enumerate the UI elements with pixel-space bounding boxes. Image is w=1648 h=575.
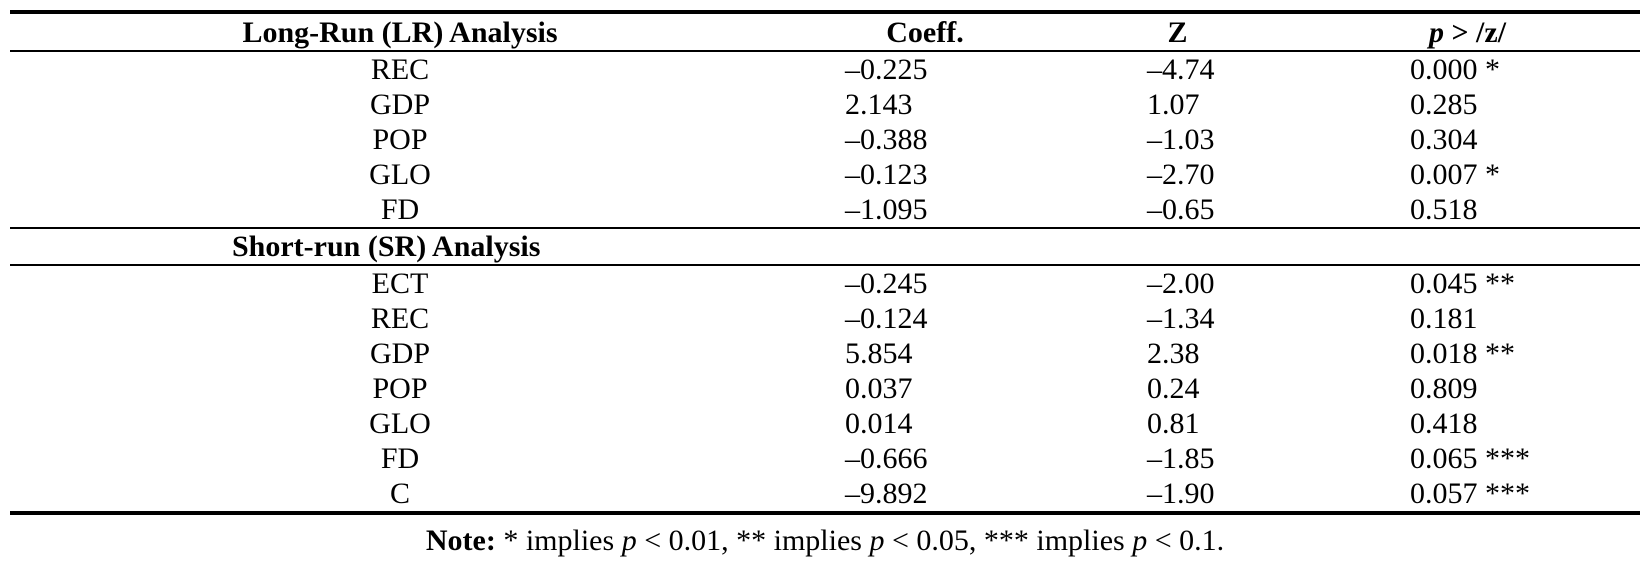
z-cell: –1.34 xyxy=(1147,302,1215,335)
table-row: GLO –0.123 –2.70 0.007 * xyxy=(10,157,1640,192)
p-value-cell: 0.045 ** xyxy=(1410,267,1515,300)
z-cell: 0.81 xyxy=(1147,407,1200,440)
variable-cell: REC xyxy=(370,53,430,86)
note-p-1: p xyxy=(621,524,637,557)
short-run-body: ECT –0.245 –2.00 0.045 ** REC –0.124 –1.34 0.18… xyxy=(10,265,1640,515)
variable-cell: FD xyxy=(380,442,420,475)
variable-cell: GDP xyxy=(369,88,430,121)
p-value-cell: 0.007 * xyxy=(1410,158,1500,191)
coeff-cell: –0.388 xyxy=(845,123,928,156)
table-row: POP –0.388 –1.03 0.304 xyxy=(10,122,1640,157)
coeff-cell: –1.095 xyxy=(845,193,928,226)
variable-cell: GLO xyxy=(369,407,431,440)
table-row: GDP 5.854 2.38 0.018 ** xyxy=(10,336,1640,371)
table-row: FD –0.666 –1.85 0.065 *** xyxy=(10,441,1640,476)
variable-cell: GDP xyxy=(369,337,430,370)
header-z: Z xyxy=(1060,10,1295,52)
p-value-cell: 0.018 ** xyxy=(1410,337,1515,370)
header-row: Long-Run (LR) Analysis Coeff. Z p > /z/ xyxy=(10,10,1640,52)
z-cell: –2.00 xyxy=(1147,267,1215,300)
p-value-cell: 0.518 xyxy=(1410,193,1478,226)
short-run-header-body: Short-run (SR) Analysis xyxy=(10,227,1640,266)
coeff-cell: –0.666 xyxy=(845,442,928,475)
note-p-2: p xyxy=(869,524,885,557)
p-value-cell: 0.285 xyxy=(1410,88,1478,121)
coeff-cell: –9.892 xyxy=(790,476,1060,515)
coeff-cell: –0.225 xyxy=(845,53,928,86)
table-row: GDP 2.143 1.07 0.285 xyxy=(10,87,1640,122)
short-run-section-row: Short-run (SR) Analysis xyxy=(10,227,1640,266)
note-p-3: p xyxy=(1132,524,1148,557)
z-cell: –0.65 xyxy=(1147,193,1215,226)
z-cell: –4.74 xyxy=(1147,53,1215,86)
p-value-cell: 0.809 xyxy=(1410,372,1478,405)
z-cell: –1.90 xyxy=(1060,476,1295,515)
table-row: POP 0.037 0.24 0.809 xyxy=(10,371,1640,406)
z-cell: 0.24 xyxy=(1147,372,1200,405)
p-value-cell: 0.304 xyxy=(1410,123,1478,156)
z-cell: –1.85 xyxy=(1147,442,1215,475)
table-row: REC –0.124 –1.34 0.181 xyxy=(10,301,1640,336)
p-value-cell: 0.000 * xyxy=(1410,53,1500,86)
note-text-2: < 0.01, ** implies xyxy=(636,524,870,557)
coeff-cell: 0.014 xyxy=(845,407,913,440)
z-cell: –2.70 xyxy=(1147,158,1215,191)
variable-cell: GLO xyxy=(369,158,431,191)
results-table-container: Long-Run (LR) Analysis Coeff. Z p > /z/ … xyxy=(10,10,1640,561)
table-row: GLO 0.014 0.81 0.418 xyxy=(10,406,1640,441)
table-row: REC –0.225 –4.74 0.000 * xyxy=(10,51,1640,87)
note-label: Note: xyxy=(425,524,496,557)
note-text-4: < 0.1. xyxy=(1147,524,1225,557)
coeff-cell: –0.124 xyxy=(845,302,928,335)
short-run-title: Short-run (SR) Analysis xyxy=(10,227,790,266)
variable-cell: C xyxy=(10,476,790,515)
note-text-1: * implies xyxy=(495,524,622,557)
coeff-cell: 2.143 xyxy=(845,88,913,121)
variable-cell: ECT xyxy=(371,267,429,300)
variable-cell: FD xyxy=(380,193,420,226)
header-p-value: p > /z/ xyxy=(1295,10,1640,52)
header-p-rest: > /z/ xyxy=(1443,15,1507,49)
header-coeff: Coeff. xyxy=(790,10,1060,52)
coeff-cell: 0.037 xyxy=(845,372,913,405)
coeff-cell: –0.245 xyxy=(845,267,928,300)
p-value-cell: 0.065 *** xyxy=(1410,442,1530,475)
table-row: C –9.892 –1.90 0.057 *** xyxy=(10,476,1640,515)
p-value-cell: 0.418 xyxy=(1410,407,1478,440)
table-row: ECT –0.245 –2.00 0.045 ** xyxy=(10,265,1640,301)
long-run-body: REC –0.225 –4.74 0.000 * GDP 2.143 1.07 0.285 PO… xyxy=(10,51,1640,228)
coeff-cell: –0.123 xyxy=(845,158,928,191)
header-analysis: Long-Run (LR) Analysis xyxy=(10,10,790,52)
coeff-cell: 5.854 xyxy=(845,337,913,370)
table-note: Note: * implies p < 0.01, ** implies p <… xyxy=(10,521,1640,561)
variable-cell: REC xyxy=(370,302,430,335)
header-p-symbol: p xyxy=(1428,15,1444,49)
z-cell: 2.38 xyxy=(1147,337,1200,370)
z-cell: –1.03 xyxy=(1147,123,1215,156)
note-text-3: < 0.05, *** implies xyxy=(884,524,1133,557)
p-value-cell: 0.181 xyxy=(1410,302,1478,335)
table-row: FD –1.095 –0.65 0.518 xyxy=(10,192,1640,228)
p-value-cell: 0.057 *** xyxy=(1295,476,1640,515)
variable-cell: POP xyxy=(372,372,428,405)
z-cell: 1.07 xyxy=(1147,88,1200,121)
variable-cell: POP xyxy=(372,123,428,156)
results-table: Long-Run (LR) Analysis Coeff. Z p > /z/ … xyxy=(10,10,1640,515)
